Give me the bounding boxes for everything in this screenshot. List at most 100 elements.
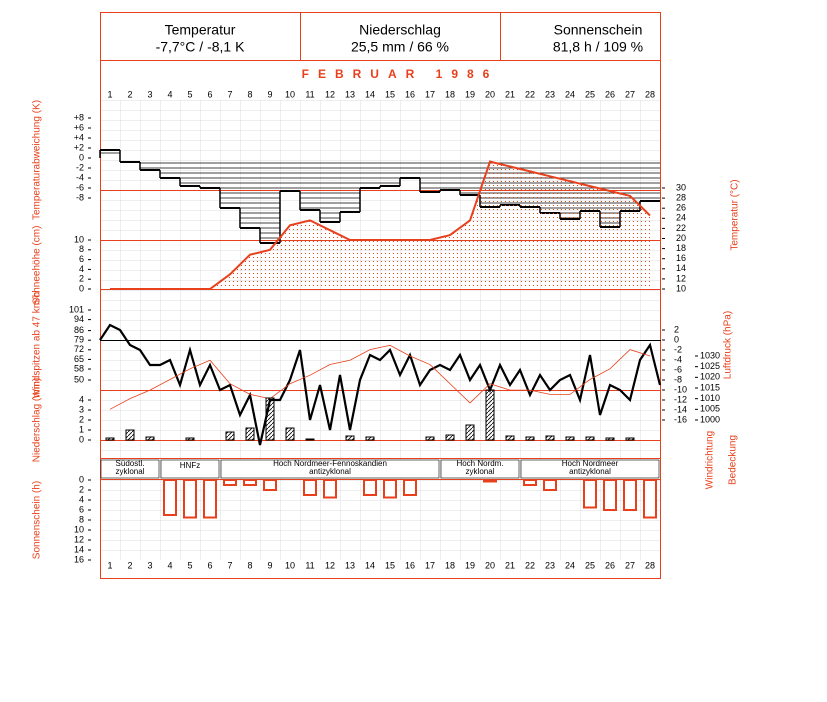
- day-label: 6: [207, 89, 212, 99]
- day-label: 26: [605, 89, 615, 99]
- tick-label: 1025: [700, 361, 720, 371]
- day-label: 4: [167, 560, 172, 570]
- tick-label: 30: [676, 182, 686, 192]
- bar: [263, 479, 277, 491]
- tick-label: 18: [676, 243, 686, 253]
- bar: [365, 436, 375, 441]
- day-label: 7: [227, 89, 232, 99]
- tick-label: 1030: [700, 350, 720, 360]
- day-label: 24: [565, 89, 575, 99]
- bar: [545, 435, 555, 441]
- bar: [245, 427, 255, 441]
- weather-label: Südostl.: [116, 459, 145, 468]
- day-label: 12: [325, 560, 335, 570]
- bar: [403, 479, 417, 496]
- series-line: [99, 323, 662, 446]
- bar: [583, 479, 597, 509]
- bar: [625, 437, 635, 441]
- bar: [605, 437, 615, 441]
- day-label: 3: [147, 89, 152, 99]
- tick-label: 72: [74, 344, 84, 354]
- tick-label: 1005: [700, 404, 720, 414]
- tick-label: 2: [79, 484, 84, 494]
- tick-label: 1: [79, 424, 84, 434]
- header-value: 25,5 mm / 66 %: [351, 39, 449, 55]
- day-label: 22: [525, 560, 535, 570]
- day-label: 1: [107, 560, 112, 570]
- tick-label: -14: [674, 404, 687, 414]
- day-label: 8: [247, 560, 252, 570]
- tick-label: 1020: [700, 372, 720, 382]
- day-label: 19: [465, 89, 475, 99]
- day-label: 28: [645, 89, 655, 99]
- bar: [163, 479, 177, 516]
- bar: [483, 479, 497, 483]
- tick-label: 8: [79, 244, 84, 254]
- bar: [303, 479, 317, 496]
- weather-label: zyklonal: [466, 467, 495, 476]
- weather-label: zyklonal: [116, 467, 145, 476]
- tick-label: 65: [74, 354, 84, 364]
- bar: [345, 435, 355, 441]
- day-label: 13: [345, 89, 355, 99]
- tick-label: +8: [74, 112, 84, 122]
- month-title: FEBRUAR 1986: [302, 67, 499, 81]
- tick-label: +2: [74, 142, 84, 152]
- day-label: 27: [625, 560, 635, 570]
- day-label: 2: [127, 89, 132, 99]
- bar: [623, 479, 637, 511]
- header-title: Niederschlag: [359, 22, 441, 38]
- tick-label: 0: [79, 152, 84, 162]
- bar: [223, 479, 237, 486]
- axis-title: Windrichtung: [705, 431, 716, 489]
- axis-title: Schneehöhe (cm): [32, 226, 43, 305]
- tick-label: 6: [79, 504, 84, 514]
- day-label: 21: [505, 560, 515, 570]
- bar: [265, 397, 275, 441]
- weather-type: [440, 459, 520, 479]
- day-label: 4: [167, 89, 172, 99]
- weather-label: HNFz: [180, 461, 200, 470]
- tick-label: 50: [74, 374, 84, 384]
- bar: [145, 436, 155, 441]
- day-label: 10: [285, 560, 295, 570]
- bar: [465, 424, 475, 441]
- tick-label: 10: [676, 283, 686, 293]
- tick-label: +6: [74, 122, 84, 132]
- tick-label: 12: [74, 534, 84, 544]
- tick-label: 101: [69, 304, 84, 314]
- axis-title: Temperaturabweichung (K): [32, 100, 43, 220]
- tick-label: 0: [674, 334, 679, 344]
- day-label: 5: [187, 560, 192, 570]
- day-label: 15: [385, 89, 395, 99]
- day-label: 19: [465, 560, 475, 570]
- tick-label: 4: [79, 494, 84, 504]
- bar: [105, 437, 115, 441]
- tick-label: 2: [79, 274, 84, 284]
- day-label: 14: [365, 89, 375, 99]
- day-label: 25: [585, 560, 595, 570]
- tick-label: 1000: [700, 414, 720, 424]
- weather-label: Hoch Nordm.: [456, 459, 503, 468]
- axis-title: Niederschlag (mm): [32, 378, 43, 462]
- axis-title: Sonnenschein (h): [32, 481, 43, 559]
- tick-label: 20: [676, 233, 686, 243]
- tick-label: -2: [76, 162, 84, 172]
- weather-label: Hoch Nordmeer: [562, 459, 619, 468]
- day-label: 16: [405, 89, 415, 99]
- tick-label: -8: [76, 192, 84, 202]
- day-label: 13: [345, 560, 355, 570]
- axis-title: Windspitzen ab 47 km/h: [32, 292, 43, 399]
- bar: [543, 479, 557, 491]
- tick-label: 58: [74, 363, 84, 373]
- tick-label: -6: [76, 182, 84, 192]
- bar: [183, 479, 197, 519]
- bar: [585, 436, 595, 441]
- day-label: 26: [605, 560, 615, 570]
- tick-label: 24: [676, 213, 686, 223]
- tick-label: -12: [674, 394, 687, 404]
- bar: [225, 431, 235, 441]
- tick-label: 22: [676, 223, 686, 233]
- day-label: 9: [267, 89, 272, 99]
- day-label: 27: [625, 89, 635, 99]
